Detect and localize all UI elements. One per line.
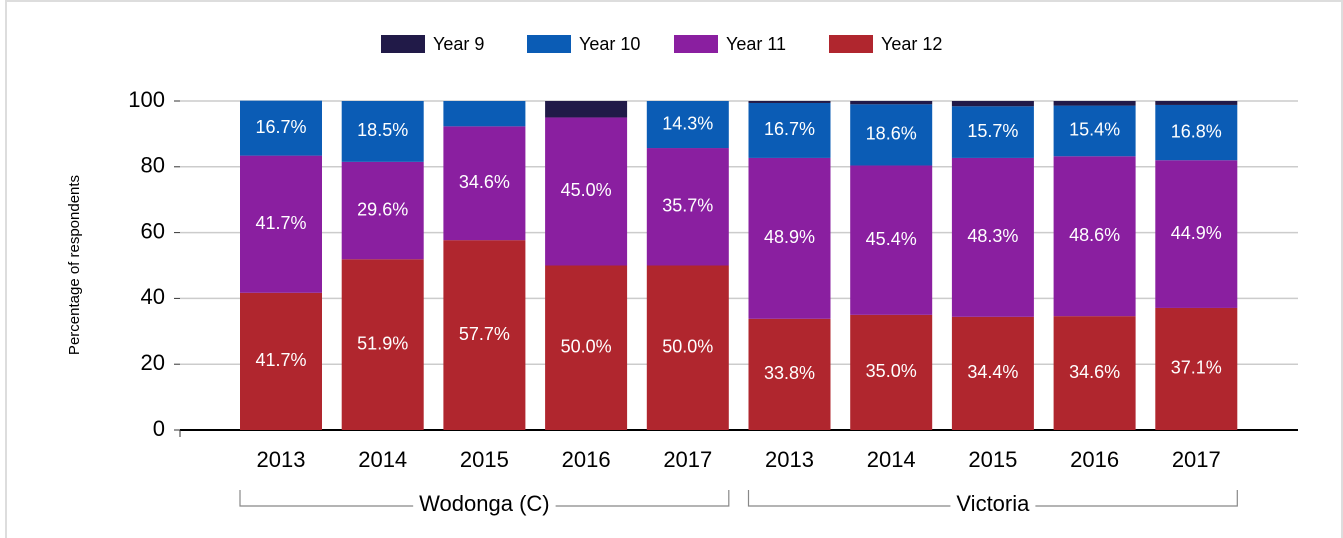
bar-segment: [850, 104, 933, 166]
data-label: 29.6%: [357, 199, 408, 219]
bar-segment: [850, 165, 933, 315]
bar-segment: [1155, 160, 1238, 308]
x-tick-label: 2014: [358, 447, 407, 472]
x-tick-label: 2015: [460, 447, 509, 472]
bar-segment: [341, 101, 424, 162]
bar-segment: [850, 314, 933, 430]
bar-segment: [341, 259, 424, 430]
bar-segment: [646, 101, 729, 149]
bar-segment: [748, 318, 831, 430]
data-label: 16.8%: [1171, 121, 1222, 141]
legend-label: Year 9: [433, 34, 484, 54]
legend-swatch: [829, 35, 873, 53]
x-tick-label: 2016: [1070, 447, 1119, 472]
data-label: 48.9%: [764, 227, 815, 247]
y-tick-label: 0: [153, 416, 165, 441]
data-label: 37.1%: [1171, 358, 1222, 378]
bar-segment: [545, 101, 628, 118]
data-label: 18.5%: [357, 120, 408, 140]
data-label: 14.3%: [662, 113, 713, 133]
bar-segment: [748, 157, 831, 319]
data-label: 18.6%: [866, 124, 917, 144]
data-label: 33.8%: [764, 363, 815, 383]
legend-label: Year 12: [881, 34, 942, 54]
y-tick-label: 40: [141, 284, 165, 309]
data-label: 48.6%: [1069, 225, 1120, 245]
data-label: 50.0%: [662, 337, 713, 357]
bar-segment: [1053, 316, 1136, 430]
bar-segment: [748, 101, 831, 103]
data-label: 34.6%: [1069, 362, 1120, 382]
bar-segment: [1155, 307, 1238, 430]
bar-segment: [850, 101, 933, 105]
bar-segment: [1053, 156, 1136, 317]
group-label: Victoria: [956, 491, 1030, 516]
bar-segment: [545, 117, 628, 266]
data-label: 16.7%: [764, 119, 815, 139]
x-tick-label: 2013: [765, 447, 814, 472]
bar-segment: [748, 102, 831, 158]
y-tick-label: 20: [141, 350, 165, 375]
legend-label: Year 11: [726, 34, 786, 54]
bar-segment: [443, 126, 526, 241]
y-axis-label: Percentage of respondents: [66, 175, 83, 355]
data-label: 48.3%: [967, 226, 1018, 246]
bar-segment: [240, 100, 322, 156]
bar-segment: [646, 148, 729, 266]
bar-segment: [951, 101, 1034, 107]
data-label: 35.7%: [662, 196, 713, 216]
legend-swatch: [674, 35, 718, 53]
data-label: 45.0%: [561, 180, 612, 200]
bar-segment: [951, 316, 1034, 430]
bar-segment: [1155, 101, 1238, 105]
y-tick-label: 80: [141, 153, 165, 178]
group-label-bg: [950, 490, 1036, 520]
x-tick-label: 2015: [968, 447, 1017, 472]
x-tick-label: 2014: [867, 447, 916, 472]
y-tick-label: 100: [128, 87, 165, 112]
legend-swatch: [381, 35, 425, 53]
y-tick-label: 60: [141, 218, 165, 243]
data-label: 41.7%: [255, 350, 306, 370]
x-tick-label: 2017: [663, 447, 712, 472]
data-label: 15.7%: [967, 121, 1018, 141]
bar-segment: [443, 101, 526, 127]
group-label: Wodonga (C): [419, 491, 549, 516]
x-tick-label: 2016: [562, 447, 611, 472]
x-tick-label: 2013: [257, 447, 306, 472]
bar-segment: [341, 161, 424, 260]
bar-segment: [240, 292, 322, 430]
data-label: 57.7%: [459, 324, 510, 344]
legend-swatch: [527, 35, 571, 53]
x-tick-label: 2017: [1172, 447, 1221, 472]
bar-segment: [443, 240, 526, 430]
data-label: 50.0%: [561, 337, 612, 357]
data-label: 41.7%: [255, 213, 306, 233]
group-label-bg: [413, 490, 556, 520]
data-label: 34.6%: [459, 172, 510, 192]
bar-segment: [1155, 104, 1238, 161]
data-label: 34.4%: [967, 362, 1018, 382]
bar-segment: [1053, 105, 1136, 157]
bar-segment: [240, 155, 322, 293]
legend-label: Year 10: [579, 34, 640, 54]
data-label: 15.4%: [1069, 120, 1120, 140]
data-label: 51.9%: [357, 333, 408, 353]
bar-segment: [646, 265, 729, 430]
bar-segment: [545, 265, 628, 430]
data-label: 16.7%: [255, 117, 306, 137]
chart-border: [5, 0, 1343, 538]
bar-segment: [951, 106, 1034, 158]
bar-segment: [951, 157, 1034, 317]
data-label: 45.4%: [866, 229, 917, 249]
bar-segment: [1053, 101, 1136, 106]
data-label: 35.0%: [866, 361, 917, 381]
data-label: 44.9%: [1171, 223, 1222, 243]
